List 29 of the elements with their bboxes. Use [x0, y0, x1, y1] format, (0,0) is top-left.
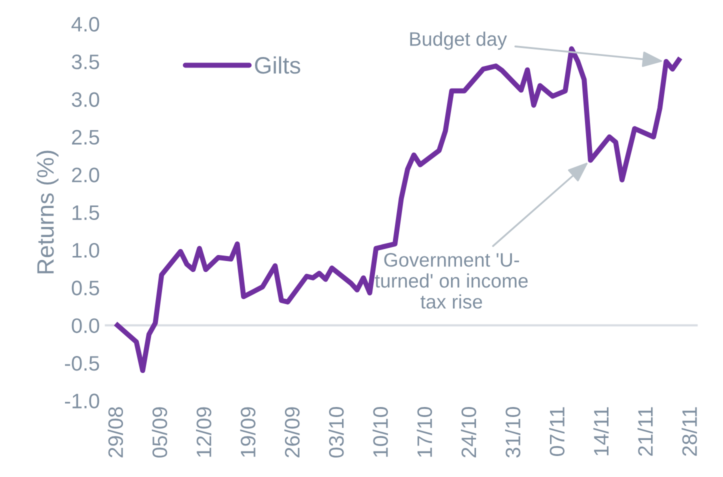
x-tick-label: 05/09	[152, 407, 168, 458]
y-tick-label: 0.5	[72, 280, 100, 296]
annotation: Government 'U- turned' on income tax rise	[374, 252, 528, 309]
x-tick-label: 21/11	[638, 407, 653, 456]
x-tick-label: 10/10	[372, 407, 388, 457]
x-tick-label: 31/10	[505, 407, 520, 458]
y-tick-label: -0.5	[65, 356, 100, 371]
y-tick-label: 0.0	[72, 318, 100, 334]
annotation: Budget day	[410, 32, 507, 50]
x-tick-label: 14/11	[593, 407, 609, 456]
y-axis-title: Returns (%)	[36, 150, 59, 274]
y-tick-label: 2.0	[72, 168, 100, 182]
y-tick-label: -1.0	[65, 394, 100, 408]
y-tick-label: 2.5	[72, 130, 100, 145]
x-tick-label: 26/09	[284, 407, 300, 458]
y-tick-label: 1.5	[72, 205, 100, 220]
x-tick-label: 28/11	[682, 407, 697, 456]
y-tick-label: 1.0	[72, 242, 100, 258]
x-tick-label: 03/10	[328, 407, 344, 458]
x-tick-label: 24/10	[460, 407, 476, 458]
y-tick-label: 4.0	[71, 16, 100, 32]
y-tick-label: 3.5	[72, 54, 100, 70]
legend-label: Gilts	[255, 56, 300, 74]
x-tick-label: 17/10	[416, 407, 432, 457]
x-tick-label: 12/09	[196, 407, 212, 457]
x-tick-label: 29/08	[108, 407, 124, 458]
x-tick-label: 07/11	[549, 407, 565, 456]
y-tick-label: 3.0	[72, 92, 100, 107]
x-tick-label: 19/09	[240, 407, 256, 457]
